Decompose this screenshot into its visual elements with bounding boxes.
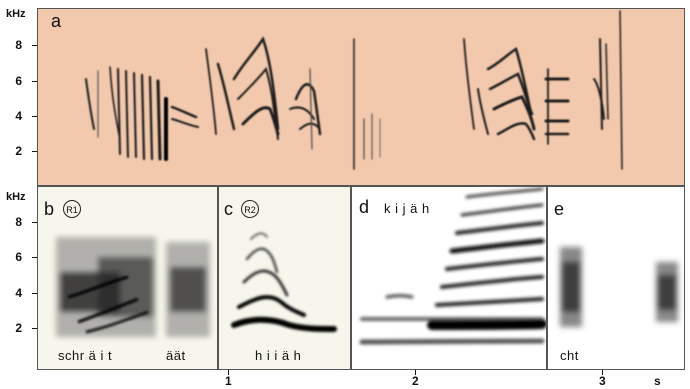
y-tickmark: [32, 293, 37, 294]
y-tickmark: [32, 151, 37, 152]
x-tick-1: 1: [225, 374, 232, 388]
spectrogram-c-traces: [231, 232, 337, 332]
y-unit-label-bottom: kHz: [6, 191, 26, 203]
y-tick-2-bottom: 2: [15, 321, 22, 335]
y-tickmark: [32, 222, 37, 223]
y-tick-6-bottom: 6: [15, 250, 22, 264]
y-tick-2-top: 2: [15, 144, 22, 158]
panel-e-syllable-1: cht: [560, 348, 579, 363]
spectrogram-panel-e: e cht: [547, 186, 685, 370]
x-tick-2: 2: [412, 374, 419, 388]
spectrogram-d-traces: [359, 187, 546, 345]
y-tickmark: [32, 257, 37, 258]
spectrogram-panel-d: d k i j ä h: [351, 186, 547, 370]
x-unit-label: s: [654, 374, 661, 388]
y-tick-4-bottom: 4: [15, 286, 22, 300]
y-tick-4-top: 4: [15, 109, 22, 123]
spectrogram-b-traces: [56, 237, 210, 337]
panel-d-letter: d: [359, 197, 370, 217]
panel-d-title: k i j ä h: [384, 201, 430, 216]
spectrogram-e-traces: [560, 247, 678, 327]
x-tickmark: [602, 370, 603, 375]
panel-c-letter: c: [224, 199, 233, 219]
y-tick-8-top: 8: [15, 38, 22, 52]
panel-b-syllable-1: schr ä i t: [58, 348, 113, 363]
spectrogram-panel-b: b R1 schr ä i t äät: [37, 186, 218, 370]
spectrogram-panel-a: a: [37, 8, 685, 186]
panel-b-badge: R1: [63, 200, 81, 218]
y-tickmark: [32, 45, 37, 46]
panel-a-letter: a: [51, 11, 62, 31]
x-tickmark: [228, 370, 229, 375]
panel-b-letter: b: [44, 199, 55, 219]
y-unit-label-top: kHz: [6, 8, 26, 20]
spectrogram-panel-c: c R2 h i i ä h: [218, 186, 351, 370]
y-tickmark: [32, 81, 37, 82]
y-tickmark: [32, 328, 37, 329]
x-tick-3: 3: [599, 374, 606, 388]
panel-c-syllable-1: h i i ä h: [255, 348, 302, 363]
x-tickmark: [415, 370, 416, 375]
panel-e-letter: e: [554, 199, 565, 219]
spectrogram-a-traces: [85, 10, 623, 170]
panel-c-badge: R2: [241, 200, 259, 218]
y-tickmark: [32, 116, 37, 117]
y-tick-6-top: 6: [15, 74, 22, 88]
panel-b-syllable-2: äät: [166, 348, 186, 363]
y-tick-8-bottom: 8: [15, 215, 22, 229]
